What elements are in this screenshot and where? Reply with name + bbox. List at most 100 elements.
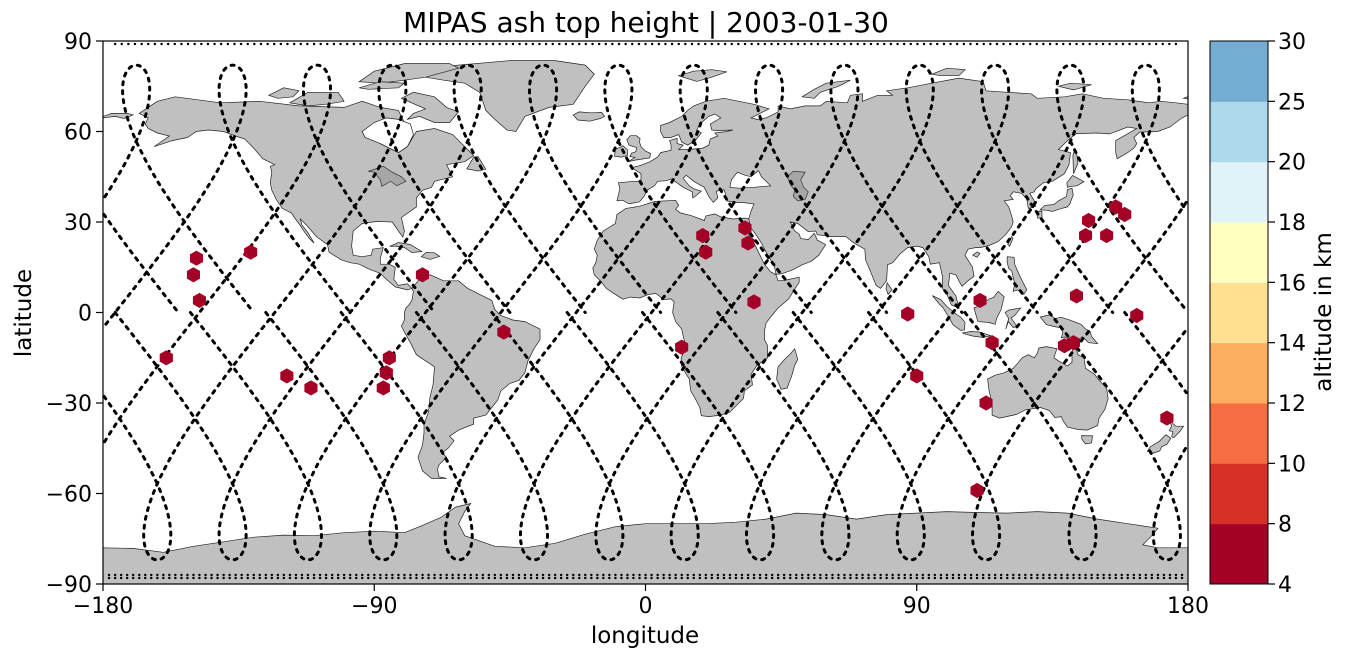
sakhalin-landmass [1072, 147, 1079, 174]
y-tick-label: 0 [78, 302, 92, 327]
ash-marker [497, 324, 511, 340]
ash-marker [280, 368, 294, 384]
colorbar-bin [1210, 342, 1268, 404]
black-sea [729, 170, 772, 189]
orbit-track [641, 63, 1115, 562]
ash-marker [985, 335, 999, 351]
orbit-track [339, 63, 813, 562]
orbit-track [104, 63, 1190, 562]
colorbar-tick-label: 12 [1278, 392, 1306, 417]
colorbar-bin [1210, 282, 1268, 344]
ash-marker [741, 235, 755, 251]
orbit-track [103, 63, 1190, 562]
orbit-track [102, 63, 1188, 562]
x-axis-label: longitude [591, 623, 699, 649]
x-tick-label: 180 [1167, 594, 1209, 619]
alaska-chukotka-west-landmass [102, 113, 135, 119]
orbit-track [264, 63, 738, 562]
orbit-track [102, 63, 1188, 562]
svalbard-landmass [677, 69, 728, 82]
ash-marker [304, 380, 318, 396]
orbit-track [490, 63, 964, 562]
ash-marker [376, 380, 390, 396]
ash-marker [747, 294, 761, 310]
ash-marker [973, 292, 987, 308]
ash-marker [1100, 228, 1114, 244]
new-siberian-islands-landmass [1058, 82, 1092, 91]
colorbar-bin [1210, 403, 1268, 464]
hainan-landmass [972, 251, 981, 258]
great-britain-landmass [626, 135, 651, 163]
satellite-tracks [102, 42, 1190, 580]
ash-marker [1118, 206, 1132, 223]
iceland-landmass [572, 111, 606, 122]
ash-marker [901, 306, 915, 322]
ash-marker [244, 244, 258, 260]
ash-marker [1082, 212, 1096, 229]
colorbar-tick-label: 18 [1278, 211, 1306, 236]
colorbar-tick-label: 8 [1278, 513, 1292, 538]
colorbar-bin [1210, 463, 1268, 525]
antarctica-landmass [102, 502, 1189, 585]
ash-marker [189, 250, 203, 266]
japan-hokkaido-landmass [1066, 175, 1085, 188]
colorbar-tick-label: 10 [1278, 452, 1306, 477]
ash-marker [192, 292, 206, 308]
japan-honshu-landmass [1039, 187, 1074, 212]
colorbar-tick-label: 14 [1278, 332, 1306, 357]
ash-marker [1079, 228, 1093, 244]
tasmania-landmass [1081, 435, 1093, 445]
ash-marker [379, 365, 393, 381]
colorbar-tick-label: 20 [1278, 151, 1306, 176]
ash-marker [675, 339, 689, 355]
x-tick-label: 90 [903, 594, 931, 619]
colorbar-tick-label: 4 [1278, 573, 1292, 598]
colorbar: 4 8 10 12 14 16 18 20 25 30 [1209, 30, 1306, 598]
great-lakes [368, 165, 407, 187]
orbit-track [565, 63, 1039, 562]
colorbar-bin [1210, 101, 1268, 163]
new-guinea-landmass [1039, 314, 1099, 345]
hispaniola-landmass [420, 252, 441, 260]
ash-marker [696, 228, 710, 244]
new-zealand-south-landmass [1146, 434, 1172, 454]
ash-marker [186, 267, 200, 283]
y-tick-label: 30 [64, 211, 92, 236]
y-axis: −90 −60 −30 0 30 60 90 [46, 30, 103, 598]
colorbar-bin [1210, 523, 1268, 585]
sri-lanka-landmass [885, 282, 893, 296]
sumatra-landmass [932, 295, 966, 331]
ash-marker [415, 267, 429, 283]
novaya-zemlya-landmass [801, 79, 851, 99]
baffin-island-landmass [400, 91, 460, 123]
australia-landmass [987, 343, 1109, 431]
x-axis: −180 −90 0 90 180 [73, 584, 1209, 619]
madagascar-landmass [776, 347, 799, 390]
philippines-landmass [1006, 256, 1028, 295]
eurasia-landmass [616, 77, 1189, 309]
colorbar-label: altitude in km [1311, 232, 1337, 392]
banks-island-landmass [267, 87, 300, 99]
ash-marker [979, 395, 993, 411]
borneo-landmass [973, 290, 1005, 325]
y-axis-label: latitude [11, 269, 37, 357]
y-tick-label: −60 [46, 483, 92, 508]
ash-markers [159, 199, 1174, 499]
ash-marker [1069, 288, 1083, 304]
y-tick-label: −30 [46, 392, 92, 417]
orbit-track [113, 63, 587, 562]
orbit-track [414, 63, 889, 562]
ash-marker [738, 220, 752, 236]
orbit-track [188, 63, 663, 562]
y-tick-label: 60 [64, 121, 92, 146]
ash-marker [910, 368, 924, 384]
ash-marker [1066, 335, 1080, 351]
ash-marker [159, 350, 173, 366]
devon-island-landmass [359, 81, 406, 90]
severnaya-zemlya-landmass [930, 67, 966, 77]
sulawesi-landmass [1004, 307, 1022, 330]
x-tick-label: 0 [639, 594, 653, 619]
ash-marker [382, 350, 396, 366]
chart-title: MIPAS ash top height | 2003-01-30 [403, 6, 889, 39]
